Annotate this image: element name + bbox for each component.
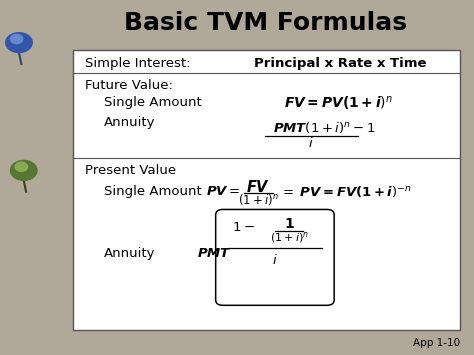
FancyBboxPatch shape xyxy=(73,50,460,330)
Text: Annuity: Annuity xyxy=(104,247,156,260)
Text: $1 -$: $1 -$ xyxy=(232,221,255,234)
Text: $\boldsymbol{PMT}(1+i)^{n} - 1$: $\boldsymbol{PMT}(1+i)^{n} - 1$ xyxy=(273,120,375,135)
Text: $\mathbf{1}$: $\mathbf{1}$ xyxy=(284,217,294,231)
Text: Simple Interest:: Simple Interest: xyxy=(85,58,191,70)
Text: Present Value: Present Value xyxy=(85,164,176,177)
Text: $\boldsymbol{FV}$: $\boldsymbol{FV}$ xyxy=(246,179,271,195)
Text: App 1-10: App 1-10 xyxy=(413,338,460,348)
Text: Annuity: Annuity xyxy=(104,116,156,129)
Text: $(1+i)^{n}$: $(1+i)^{n}$ xyxy=(270,230,309,245)
FancyBboxPatch shape xyxy=(216,209,334,305)
Text: $i$: $i$ xyxy=(272,253,278,267)
Text: $\boldsymbol{PV} =$: $\boldsymbol{PV} =$ xyxy=(206,185,240,198)
Text: $(1+i)^{n}$: $(1+i)^{n}$ xyxy=(238,192,279,207)
Circle shape xyxy=(10,34,23,44)
Circle shape xyxy=(10,160,37,180)
Text: $= \; \boldsymbol{PV = FV(1+i)^{-n}}$: $= \; \boldsymbol{PV = FV(1+i)^{-n}}$ xyxy=(280,184,411,199)
Text: $\boldsymbol{PMT}$: $\boldsymbol{PMT}$ xyxy=(197,247,231,260)
Circle shape xyxy=(15,162,27,171)
Text: Single Amount: Single Amount xyxy=(104,185,202,198)
Text: $i$: $i$ xyxy=(308,136,313,150)
Text: Future Value:: Future Value: xyxy=(85,79,173,92)
Circle shape xyxy=(6,33,32,53)
Text: Principal x Rate x Time: Principal x Rate x Time xyxy=(254,58,426,70)
Text: Single Amount: Single Amount xyxy=(104,97,202,109)
Text: Basic TVM Formulas: Basic TVM Formulas xyxy=(124,11,407,35)
Text: $\boldsymbol{FV = PV(1 + i)^{n}}$: $\boldsymbol{FV = PV(1 + i)^{n}}$ xyxy=(284,94,393,112)
